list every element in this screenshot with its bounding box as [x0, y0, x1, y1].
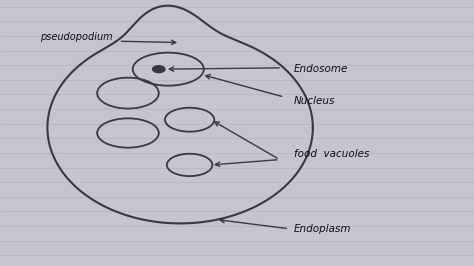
- Text: Nucleus: Nucleus: [294, 96, 335, 106]
- Text: pseudopodium: pseudopodium: [40, 32, 113, 42]
- Text: Endoplasm: Endoplasm: [294, 224, 351, 234]
- Circle shape: [153, 66, 165, 73]
- Text: Endosome: Endosome: [294, 64, 348, 74]
- Text: food  vacuoles: food vacuoles: [294, 149, 369, 159]
